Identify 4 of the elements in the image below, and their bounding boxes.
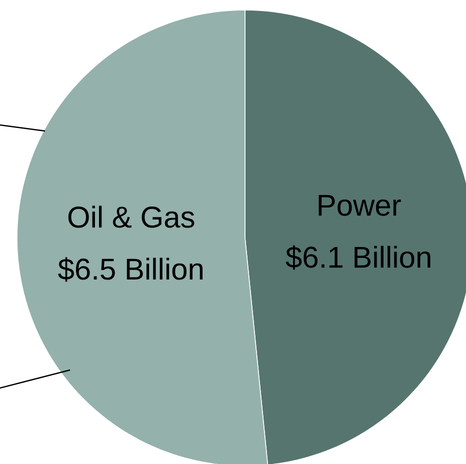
slice-label: Oil & Gas xyxy=(68,206,194,228)
data-label: $6.5 Billion xyxy=(58,257,203,282)
data-label: $6.1 Billion xyxy=(286,245,430,270)
slice-label: Power xyxy=(318,194,401,216)
